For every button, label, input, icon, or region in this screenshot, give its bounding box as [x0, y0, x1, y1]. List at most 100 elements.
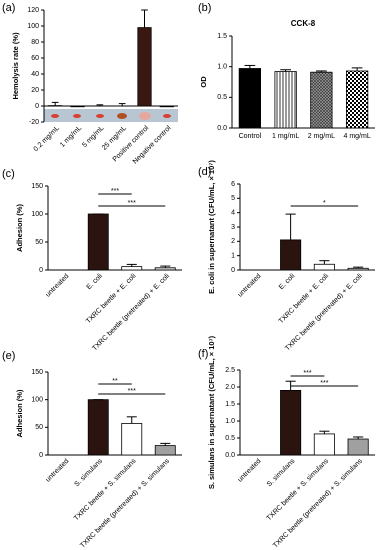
error-bar: [353, 266, 364, 269]
error-bar: [141, 9, 148, 28]
x-tick-label: TXRC beetle + S. simulans: [73, 457, 138, 522]
y-tick-label: 2: [231, 238, 235, 245]
x-tick-label: S. simulans: [266, 457, 297, 488]
bar: [121, 423, 143, 456]
x-tick-label: untreated: [45, 273, 71, 299]
y-tick-label: 120: [27, 7, 39, 14]
error-bar: [319, 430, 330, 434]
error-bar: [96, 104, 104, 106]
y-tick-label: 60: [31, 55, 39, 62]
x-tick-label: 1 mg/mL: [272, 133, 299, 140]
tube-photo: [44, 109, 178, 122]
y-tick-label: 5: [231, 195, 235, 202]
bar: [154, 267, 176, 271]
y-tick-label: 1.0: [225, 418, 235, 425]
x-tick-label: untreated: [237, 273, 263, 299]
bar: [280, 389, 302, 456]
significance-label: ***: [320, 380, 328, 387]
panel-label: (d): [198, 166, 211, 178]
significance-label: ***: [128, 388, 136, 395]
panel-label: (a): [2, 2, 15, 14]
y-axis-label: OD: [199, 76, 208, 88]
y-tick-label: 0.0: [217, 125, 227, 132]
error-bar: [51, 101, 59, 106]
error-bar: [126, 416, 137, 424]
x-tick-label: 0.2 mg/mL: [33, 125, 61, 153]
x-tick-label: 1 mg/mL: [59, 125, 83, 149]
bar: [310, 71, 333, 129]
y-tick-label: 100: [31, 211, 43, 218]
bar: [87, 213, 109, 271]
chart-title: CCK-8: [291, 19, 316, 28]
error-bar: [163, 105, 171, 107]
y-tick-label: 1: [231, 253, 235, 260]
significance-label: ***: [111, 188, 119, 195]
y-tick-label: 0.5: [225, 435, 235, 442]
y-tick-label: 3: [231, 224, 235, 231]
x-tick-label: untreated: [237, 458, 263, 484]
y-tick-label: 0: [39, 267, 43, 274]
x-tick-label: Negative control: [132, 124, 173, 165]
bar: [274, 71, 297, 129]
bar: [313, 263, 335, 271]
bar: [137, 27, 152, 107]
bar: [313, 433, 335, 456]
bar: [345, 70, 369, 129]
y-tick-label: -20: [29, 119, 39, 126]
y-tick-label: 150: [31, 369, 43, 376]
bar: [87, 399, 109, 456]
panel-label: (e): [2, 350, 15, 362]
y-axis-label: E. coli in supernatant (CFU/mL, × 10⁷): [207, 160, 216, 294]
y-tick-label: 0.5: [217, 94, 227, 101]
y-tick-label: 2.0: [225, 384, 235, 391]
error-bar: [316, 70, 327, 73]
x-tick-label: TXRC beetle + S. simulans: [266, 457, 331, 522]
error-bar: [74, 105, 81, 107]
y-axis-label: Adhesion (%): [15, 204, 24, 252]
bar: [154, 445, 176, 456]
error-bar: [160, 265, 171, 268]
y-tick-label: 100: [27, 23, 39, 30]
significance-label: **: [112, 378, 118, 385]
x-tick-label: 2 mg/mL: [308, 133, 335, 140]
y-axis-label: S. simulans in supernatant (CFU/mL, × 10…: [207, 335, 216, 489]
y-tick-label: 80: [31, 39, 39, 46]
error-bar: [118, 103, 126, 106]
panel-label: (f): [198, 348, 208, 360]
y-tick-label: 4: [231, 210, 235, 217]
x-tick-label: TXRC beetle (pretreated) + E. coli: [284, 272, 364, 352]
y-tick-label: 50: [35, 239, 43, 246]
panel-label: (c): [2, 168, 15, 180]
y-axis-label: Hemolysis rate (%): [11, 32, 20, 100]
x-tick-label: E. coli: [278, 272, 297, 291]
y-tick-label: 1.0: [217, 64, 227, 71]
bar: [280, 239, 302, 271]
x-tick-label: Control: [239, 133, 262, 140]
y-tick-label: 20: [31, 87, 39, 94]
error-bar: [353, 436, 364, 440]
significance-label: ***: [303, 370, 311, 377]
y-tick-label: 1.5: [225, 401, 235, 408]
y-tick-label: 100: [31, 397, 43, 404]
y-tick-label: 2.5: [225, 367, 235, 374]
error-bar: [280, 69, 291, 72]
significance-label: ***: [128, 200, 136, 207]
y-tick-label: 0.0: [225, 452, 235, 459]
bar: [347, 267, 369, 271]
error-bar: [351, 67, 363, 71]
error-bar: [285, 213, 296, 240]
error-bar: [244, 64, 256, 69]
y-tick-label: 0: [231, 267, 235, 274]
bar: [238, 68, 261, 129]
x-tick-label: 4 mg/mL: [344, 133, 371, 140]
panel-label: (b): [198, 2, 211, 14]
y-tick-label: 150: [31, 183, 43, 190]
error-bar: [160, 442, 171, 446]
error-bar: [126, 263, 137, 267]
error-bar: [319, 260, 330, 265]
bar: [347, 438, 369, 456]
y-tick-label: 50: [35, 424, 43, 431]
x-tick-label: E. coli: [86, 272, 105, 291]
y-tick-label: 0: [35, 103, 39, 110]
